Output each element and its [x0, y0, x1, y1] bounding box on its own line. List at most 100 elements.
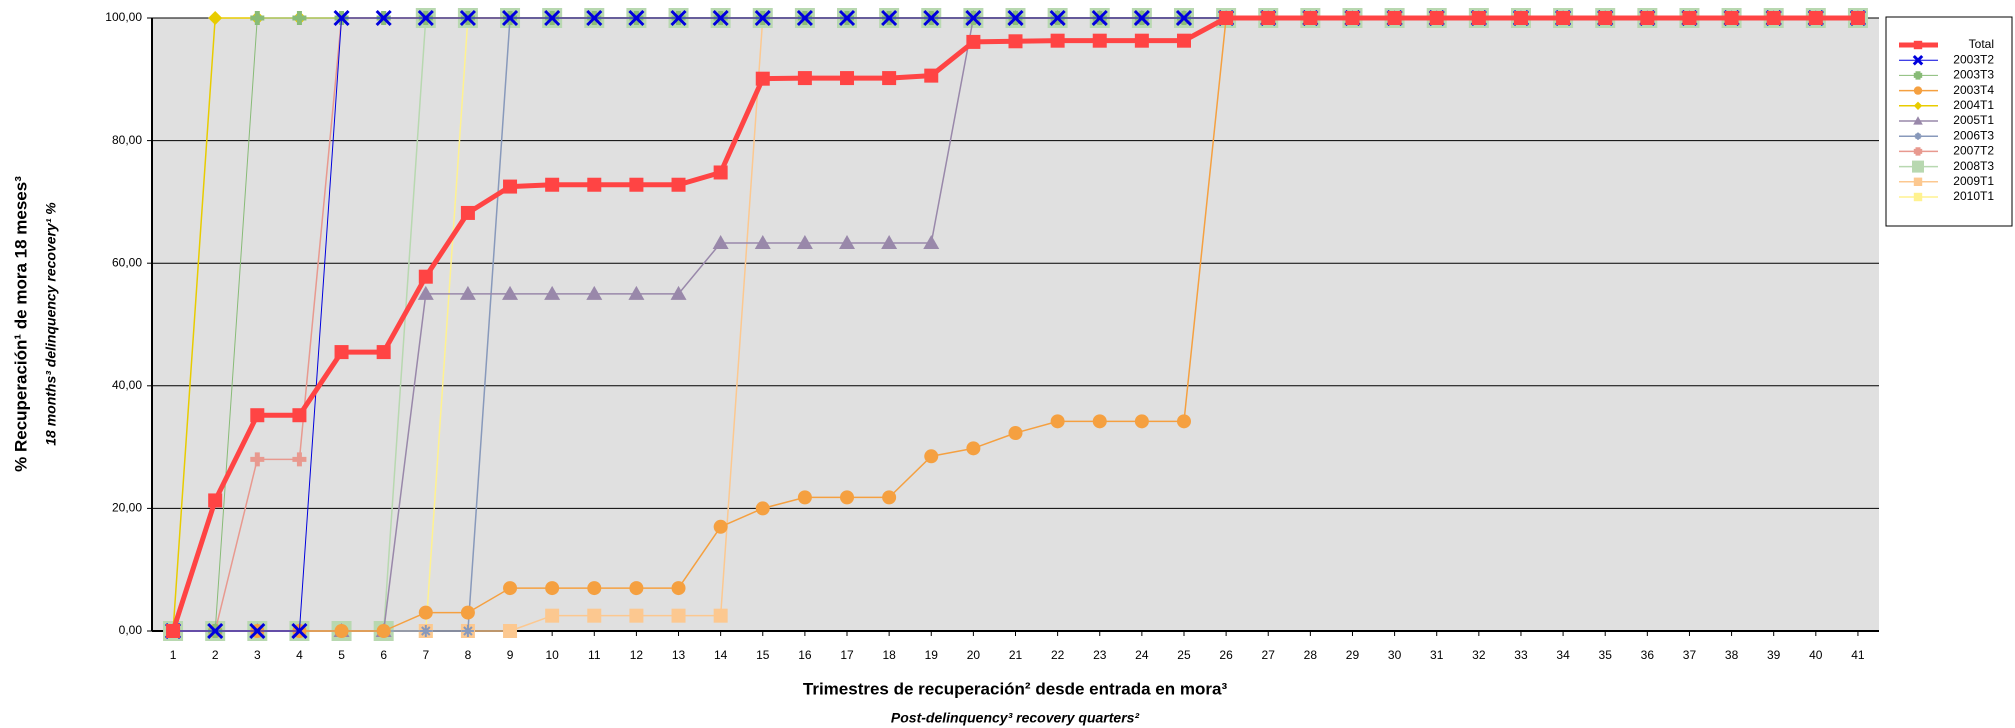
marker — [840, 71, 855, 86]
x-tick-label: 23 — [1093, 648, 1107, 662]
x-tick-label: 26 — [1219, 648, 1233, 662]
marker — [1724, 11, 1739, 25]
legend-marker — [1913, 71, 1923, 80]
marker — [1050, 33, 1065, 48]
x-tick-label: 8 — [465, 648, 472, 662]
x-tick-label: 25 — [1177, 648, 1191, 662]
marker — [1175, 9, 1193, 27]
x-tick-label: 10 — [545, 648, 559, 662]
marker — [882, 71, 897, 86]
marker — [1134, 33, 1149, 48]
marker — [671, 608, 686, 623]
x-tick-label: 19 — [925, 648, 939, 662]
marker — [544, 285, 561, 300]
x-tick-label: 22 — [1051, 648, 1065, 662]
marker — [881, 9, 898, 27]
legend-label: 2003T4 — [1953, 83, 1994, 97]
marker — [250, 452, 265, 467]
marker — [965, 9, 982, 27]
marker — [376, 624, 391, 638]
marker — [629, 177, 644, 192]
x-tick-label: 14 — [714, 648, 728, 662]
marker — [459, 285, 476, 300]
x-tick-label: 24 — [1135, 648, 1149, 662]
marker — [797, 490, 812, 505]
marker — [1387, 11, 1402, 25]
marker — [545, 177, 560, 192]
marker — [1176, 33, 1191, 48]
x-tick-label: 4 — [296, 648, 303, 662]
x-tick-label: 38 — [1725, 648, 1739, 662]
marker — [1091, 9, 1108, 27]
marker — [208, 11, 223, 25]
marker — [207, 622, 224, 640]
legend-label: 2006T3 — [1953, 128, 1994, 142]
marker — [713, 165, 728, 180]
legend-marker — [1913, 192, 1923, 202]
x-tick-label: 17 — [840, 648, 854, 662]
legend-marker — [1913, 177, 1923, 186]
marker — [418, 605, 433, 620]
x-tick-label: 13 — [672, 648, 686, 662]
marker — [1513, 11, 1528, 25]
marker — [250, 11, 265, 25]
marker — [713, 519, 728, 534]
x-tick-label: 39 — [1767, 648, 1781, 662]
marker — [796, 234, 813, 249]
marker — [966, 34, 981, 49]
x-tick-label: 3 — [254, 648, 261, 662]
marker — [1092, 414, 1107, 429]
x-tick-label: 29 — [1346, 648, 1360, 662]
marker — [459, 9, 476, 27]
marker — [291, 622, 308, 640]
marker — [1303, 11, 1318, 25]
y-tick-label: 20,00 — [112, 501, 142, 515]
marker — [586, 285, 603, 300]
marker — [208, 493, 223, 508]
marker — [712, 9, 729, 27]
marker — [1008, 34, 1023, 49]
marker — [417, 9, 434, 27]
x-tick-label: 16 — [798, 648, 812, 662]
legend-label: 2007T2 — [1953, 144, 1994, 158]
marker — [628, 285, 645, 300]
marker — [292, 11, 307, 25]
x-tick-label: 15 — [756, 648, 770, 662]
marker — [1007, 9, 1024, 27]
x-tick-label: 9 — [507, 648, 514, 662]
plot-area — [152, 18, 1879, 631]
x-tick-label: 27 — [1262, 648, 1276, 662]
x-tick-label: 20 — [967, 648, 981, 662]
x-tick-label: 6 — [380, 648, 387, 662]
marker — [755, 71, 770, 86]
marker — [292, 408, 307, 423]
marker — [1598, 11, 1613, 25]
y-subtitle: 18 months³ delinquency recovery¹ % — [43, 202, 59, 446]
y-tick-label: 100,00 — [105, 10, 142, 24]
legend-marker — [1913, 86, 1923, 95]
legend-marker — [1913, 40, 1923, 50]
marker — [1766, 11, 1781, 25]
marker — [670, 285, 687, 300]
x-tick-label: 40 — [1809, 648, 1823, 662]
x-tick-label: 34 — [1556, 648, 1570, 662]
marker — [461, 625, 474, 637]
marker — [418, 269, 433, 284]
x-tick-label: 5 — [338, 648, 345, 662]
marker — [671, 581, 686, 596]
y-tick-label: 40,00 — [112, 378, 142, 392]
legend-label: 2003T2 — [1953, 52, 1994, 66]
marker — [839, 234, 856, 249]
marker — [1808, 11, 1823, 25]
marker — [503, 624, 518, 638]
x-tick-label: 11 — [588, 648, 601, 662]
legend-marker — [1912, 160, 1924, 173]
legend-marker — [1913, 116, 1923, 125]
x-tick-label: 1 — [170, 648, 177, 662]
legend-marker — [1914, 132, 1922, 140]
marker — [501, 9, 519, 27]
legend-label: 2004T1 — [1953, 98, 1994, 112]
legend-marker — [1913, 147, 1923, 156]
x-tick-label: 28 — [1304, 648, 1318, 662]
legend-label: 2005T1 — [1953, 113, 1994, 127]
